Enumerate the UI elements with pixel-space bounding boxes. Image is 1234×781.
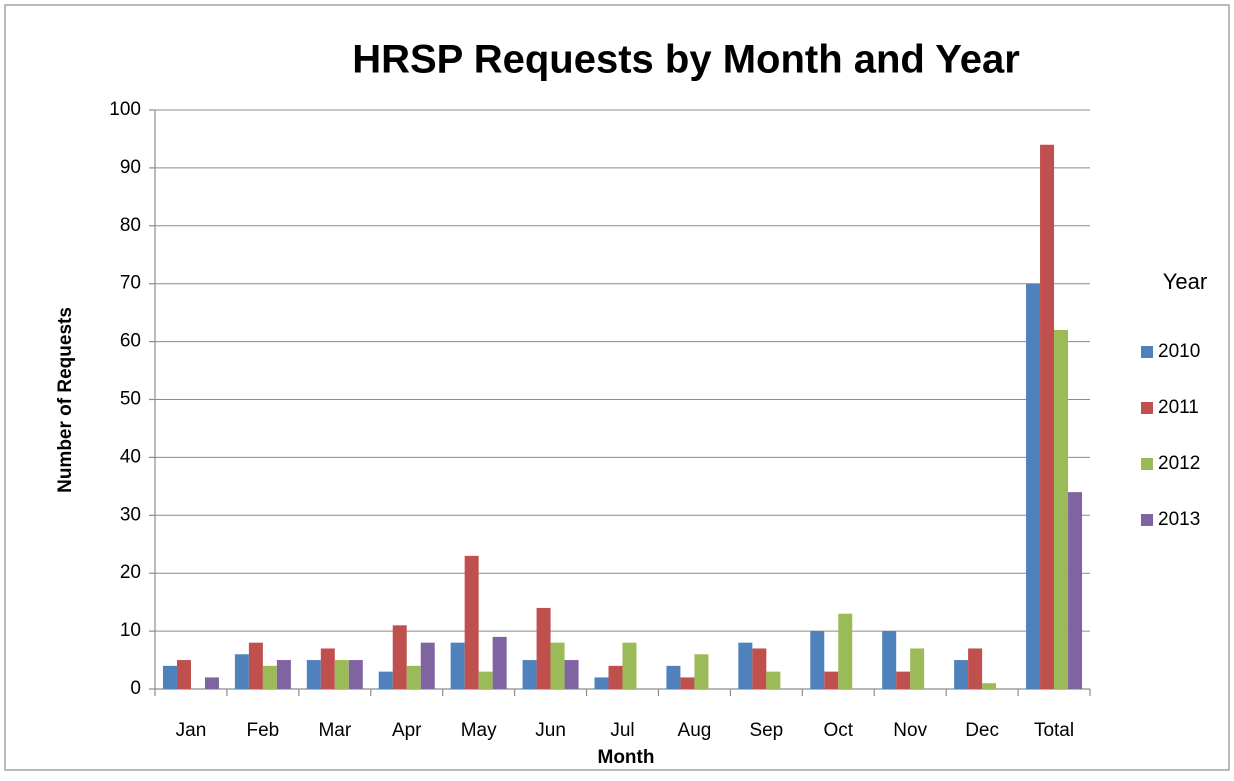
- bar: [1040, 144, 1055, 690]
- bar: [968, 648, 983, 689]
- bar: [982, 683, 997, 689]
- bar: [348, 660, 363, 689]
- bar: [838, 613, 853, 689]
- y-tick-label: 70: [120, 273, 141, 294]
- bar: [306, 660, 321, 689]
- legend-swatch: [1141, 346, 1153, 358]
- bar: [1026, 283, 1041, 689]
- bar: [824, 671, 839, 689]
- bar: [406, 665, 421, 689]
- legend-label: 2011: [1158, 397, 1199, 418]
- bar: [550, 642, 565, 689]
- y-tick-label: 80: [120, 215, 141, 236]
- legend-swatch: [1141, 458, 1153, 470]
- legend-label: 2012: [1158, 453, 1200, 474]
- bar: [276, 660, 291, 689]
- bar: [680, 677, 695, 689]
- x-tick-label: Total: [1034, 720, 1074, 741]
- bar: [478, 671, 493, 689]
- bar: [392, 625, 407, 689]
- legend-title: Year: [1163, 269, 1207, 294]
- bar: [492, 636, 507, 689]
- y-tick-label: 40: [120, 446, 141, 467]
- x-tick-label: May: [461, 720, 497, 741]
- bar: [378, 671, 393, 689]
- y-tick-label: 100: [109, 99, 141, 120]
- y-tick-label: 10: [120, 620, 141, 641]
- y-tick-label: 0: [130, 678, 141, 699]
- bar: [234, 654, 249, 689]
- bar: [204, 677, 219, 689]
- bar: [766, 671, 781, 689]
- bar: [1054, 330, 1069, 689]
- bar: [536, 607, 551, 689]
- x-axis-title: Month: [598, 747, 655, 768]
- x-tick-label: Dec: [965, 720, 999, 741]
- x-tick-label: Feb: [247, 720, 280, 741]
- bar: [910, 648, 925, 689]
- bar: [464, 555, 479, 689]
- y-tick-label: 90: [120, 157, 141, 178]
- bar: [810, 631, 825, 689]
- x-tick-label: Jun: [535, 720, 566, 741]
- bar: [248, 642, 263, 689]
- x-tick-label: Jan: [176, 720, 207, 741]
- bar: [320, 648, 335, 689]
- legend-swatch: [1141, 514, 1153, 526]
- y-tick-label: 50: [120, 389, 141, 410]
- bar: [882, 631, 897, 689]
- bar: [738, 642, 753, 689]
- y-axis-title: Number of Requests: [55, 307, 76, 493]
- bar: [622, 642, 637, 689]
- x-tick-label: Oct: [823, 720, 853, 741]
- bar: [1068, 492, 1083, 689]
- bar: [450, 642, 465, 689]
- chart-title: HRSP Requests by Month and Year: [352, 38, 1020, 82]
- y-tick-label: 20: [120, 562, 141, 583]
- bar: [594, 677, 609, 689]
- bar: [334, 660, 349, 689]
- legend-swatch: [1141, 402, 1153, 414]
- bar: [564, 660, 579, 689]
- legend-label: 2010: [1158, 341, 1200, 362]
- bar: [694, 654, 709, 689]
- y-tick-label: 60: [120, 331, 141, 352]
- bar: [896, 671, 911, 689]
- x-tick-label: Apr: [392, 720, 422, 741]
- bar: [262, 665, 277, 689]
- bar: [752, 648, 767, 689]
- x-tick-label: Jul: [610, 720, 634, 741]
- bar: [420, 642, 435, 689]
- y-tick-label: 30: [120, 504, 141, 525]
- bar: [608, 665, 623, 689]
- bar: [162, 665, 177, 689]
- x-tick-label: Mar: [318, 720, 351, 741]
- legend-label: 2013: [1158, 509, 1200, 530]
- x-tick-label: Nov: [893, 720, 927, 741]
- chart-border: [4, 4, 1230, 771]
- bar: [522, 660, 537, 689]
- x-tick-label: Aug: [678, 720, 712, 741]
- bar: [666, 665, 681, 689]
- bar: [176, 660, 191, 689]
- bar: [954, 660, 969, 689]
- x-tick-label: Sep: [749, 720, 783, 741]
